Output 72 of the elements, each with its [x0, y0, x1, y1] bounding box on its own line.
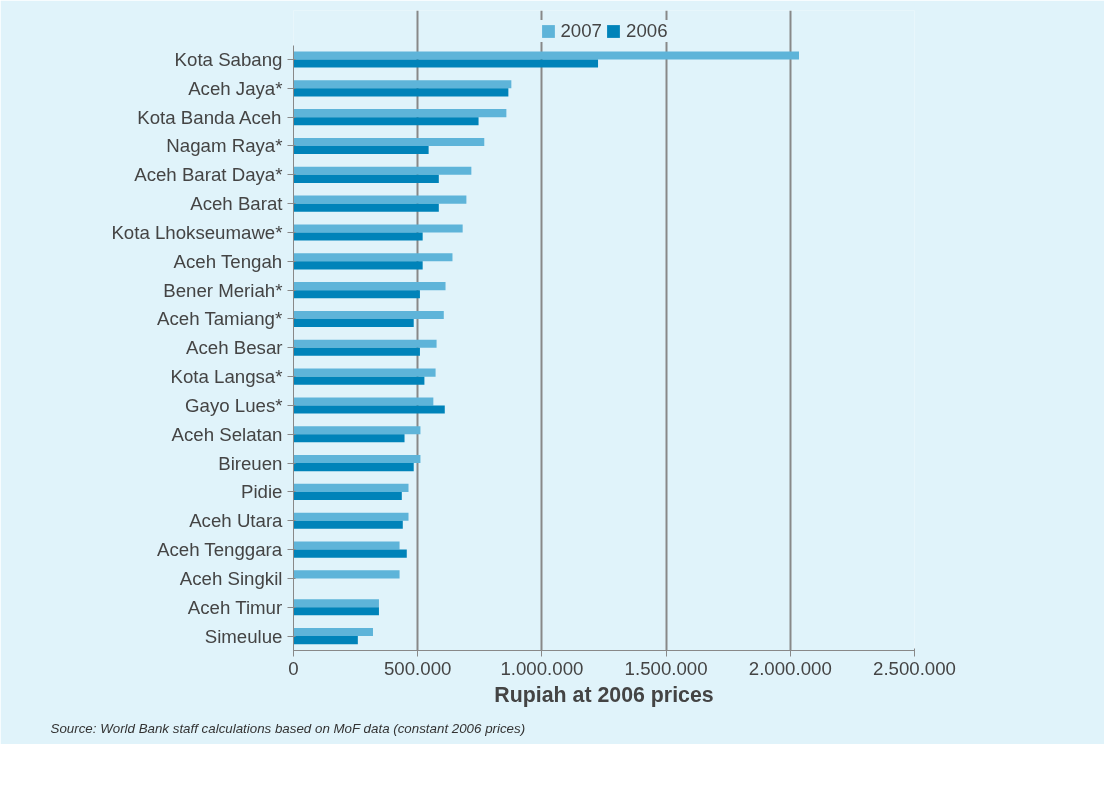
- bar: [293, 117, 479, 126]
- bar: [293, 405, 445, 414]
- bar: [293, 203, 439, 212]
- bar: [293, 483, 409, 492]
- bar: [293, 434, 405, 443]
- source-note: Source: World Bank staff calculations based on MoF data (constant 2006 prices): [50, 720, 526, 736]
- y-tick-label: Aceh Tengah: [173, 250, 283, 272]
- bar: [293, 541, 400, 550]
- bar: [293, 347, 420, 356]
- bar: [293, 261, 423, 270]
- legend-label: 2007: [560, 20, 602, 42]
- bar: [293, 607, 379, 616]
- bar: [293, 397, 434, 406]
- y-tick-label: Aceh Jaya*: [188, 77, 283, 99]
- y-tick-label: Bener Meriah*: [163, 279, 283, 301]
- y-tick-label: Aceh Utara: [189, 510, 284, 532]
- bar: [293, 368, 436, 377]
- bar: [293, 512, 409, 521]
- bar: [293, 463, 414, 472]
- y-tick-label: Nagam Raya*: [166, 135, 283, 157]
- bar: [293, 166, 472, 175]
- y-tick-label: Aceh Timur: [187, 596, 283, 618]
- bar: [293, 570, 400, 579]
- y-tick-label: Kota Lhokseumawe*: [111, 221, 283, 243]
- bar: [293, 224, 463, 233]
- bar: [293, 318, 414, 328]
- bar: [293, 455, 421, 464]
- bar: [293, 137, 485, 146]
- y-tick-label: Aceh Tenggara: [157, 539, 283, 561]
- y-tick-label: Gayo Lues*: [185, 394, 283, 416]
- y-tick-label: Bireuen: [218, 452, 283, 474]
- bar: [293, 195, 467, 204]
- bar: [293, 59, 599, 68]
- bar: [293, 520, 403, 529]
- x-tick-label: 0: [288, 657, 299, 679]
- x-axis-title: Rupiah at 2006 prices: [494, 682, 714, 707]
- y-tick-label: Kota Langsa*: [170, 366, 283, 388]
- bar: [293, 628, 373, 637]
- bar: [293, 80, 512, 89]
- bar: [293, 491, 402, 501]
- x-tick-label: 500.000: [383, 657, 452, 679]
- bar: [293, 174, 439, 183]
- bar: [293, 310, 444, 319]
- bar: [293, 376, 425, 385]
- x-tick-label: 1.000.000: [500, 657, 584, 679]
- bar: [293, 109, 507, 118]
- y-tick-label: Aceh Selatan: [171, 423, 283, 445]
- y-tick-label: Simeulue: [204, 625, 283, 647]
- y-tick-label: Aceh Barat Daya*: [134, 164, 283, 186]
- bar: [293, 599, 379, 608]
- bar: [293, 51, 799, 60]
- legend-label: 2006: [626, 20, 668, 42]
- bar: [293, 232, 423, 241]
- x-tick-label: 2.500.000: [873, 657, 956, 679]
- bar: [293, 339, 437, 348]
- bar: [293, 290, 420, 299]
- bar: [293, 253, 453, 262]
- y-tick-label: Aceh Singkil: [179, 567, 283, 589]
- bar: [293, 426, 421, 435]
- bar: [293, 88, 509, 97]
- bar: [293, 146, 429, 155]
- y-tick-label: Aceh Tamiang*: [157, 308, 283, 330]
- x-tick-label: 1.500.000: [624, 657, 708, 679]
- bar: [293, 549, 407, 558]
- bar: [293, 636, 358, 645]
- bar: [293, 282, 446, 291]
- y-tick-label: Aceh Barat: [190, 193, 284, 215]
- y-tick-label: Kota Banda Aceh: [137, 106, 282, 128]
- y-tick-label: Kota Sabang: [174, 49, 283, 71]
- x-tick-label: 2.000.000: [748, 657, 832, 679]
- y-tick-label: Aceh Besar: [186, 337, 283, 359]
- y-tick-label: Pidie: [241, 481, 283, 503]
